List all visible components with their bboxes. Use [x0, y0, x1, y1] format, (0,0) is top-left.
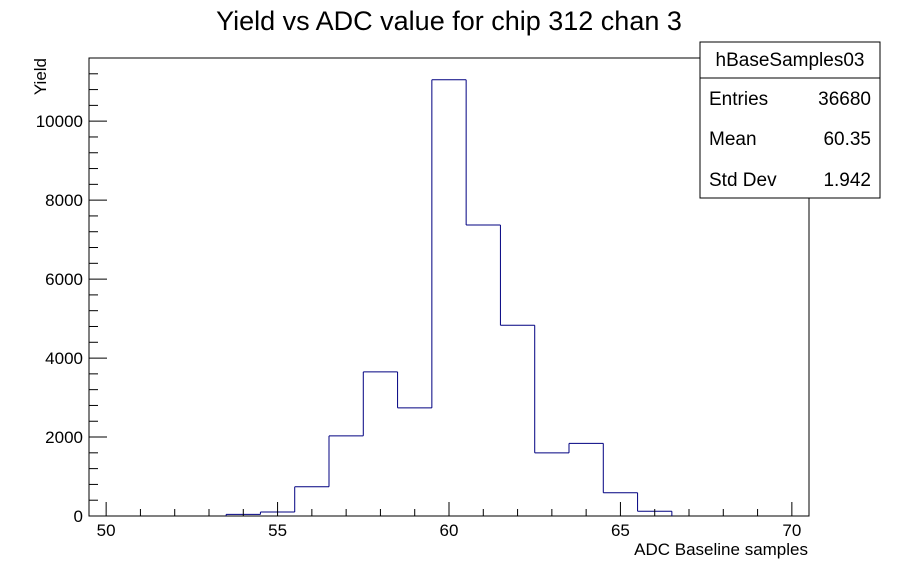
- x-axis-title: ADC Baseline samples: [634, 540, 808, 559]
- y-tick-label: 8000: [45, 191, 83, 210]
- stats-mean-label: Mean: [709, 129, 757, 150]
- x-tick-label: 50: [97, 521, 116, 540]
- x-tick-label: 70: [782, 521, 801, 540]
- stats-name: hBaseSamples03: [716, 50, 865, 71]
- y-tick-label: 10000: [36, 112, 83, 131]
- y-tick-label: 4000: [45, 349, 83, 368]
- stats-stddev-value: 1.942: [823, 170, 871, 191]
- y-axis: 0 2000 4000 6000 8000 10000: [36, 57, 107, 526]
- x-tick-label: 60: [440, 521, 459, 540]
- y-axis-title: Yield: [31, 58, 50, 95]
- stats-box-frame: [699, 41, 881, 199]
- x-tick-label: 65: [611, 521, 630, 540]
- y-tick-label: 6000: [45, 270, 83, 289]
- chart-title: Yield vs ADC value for chip 312 chan 3: [216, 6, 682, 36]
- y-tick-label: 0: [74, 507, 83, 526]
- stats-mean-value: 60.35: [823, 129, 871, 150]
- stats-stddev-label: Std Dev: [709, 170, 777, 191]
- histogram: [225, 79, 673, 516]
- stats-entries-label: Entries: [709, 89, 768, 110]
- x-axis: 50 55 60 65 70: [97, 502, 801, 540]
- y-tick-label: 2000: [45, 428, 83, 447]
- stats-entries-value: 36680: [818, 89, 871, 110]
- x-tick-label: 55: [268, 521, 287, 540]
- stats-box: hBaseSamples03 Entries 36680 Mean 60.35 …: [699, 41, 881, 199]
